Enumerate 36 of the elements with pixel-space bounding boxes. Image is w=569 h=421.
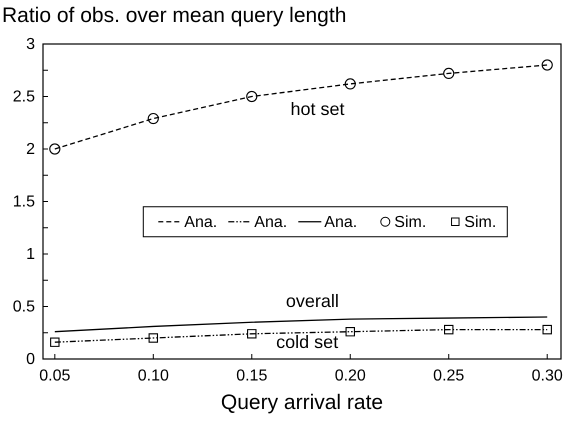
point — [148, 333, 158, 343]
point — [50, 337, 60, 347]
point — [443, 68, 454, 79]
legend-label: Ana. — [324, 214, 358, 231]
y-tick-label: 1.5 — [12, 194, 36, 211]
legend-label: Sim. — [464, 214, 496, 231]
point — [246, 90, 258, 102]
y-tick-label: 2.5 — [12, 88, 36, 106]
annotation: hot set — [290, 98, 345, 119]
y-axis-title: Ratio of obs. over mean query length — [2, 4, 346, 27]
y-tick-label: 3 — [26, 36, 36, 54]
x-tick-label: 0.20 — [334, 367, 366, 384]
point — [148, 112, 159, 124]
point — [346, 326, 355, 336]
line-series — [54, 316, 548, 332]
point — [49, 143, 60, 155]
legend-label: Ana. — [184, 214, 218, 231]
point — [542, 324, 552, 334]
legend-label: Ana. — [254, 214, 288, 231]
annotation: cold set — [276, 332, 338, 352]
y-tick-label: 0 — [26, 351, 36, 368]
x-tick-label: 0.15 — [236, 367, 268, 384]
y-tick-label: 1 — [26, 246, 36, 264]
point — [344, 78, 356, 90]
legend-label: Sim. — [394, 214, 426, 231]
x-axis-title: Query arrival rate — [220, 391, 384, 414]
annotation: overall — [286, 291, 339, 312]
point — [444, 324, 454, 334]
y-tick-label: 0.5 — [12, 298, 36, 316]
point — [247, 329, 257, 339]
x-tick-label: 0.30 — [532, 367, 563, 384]
point — [542, 59, 553, 71]
x-tick-label: 0.05 — [39, 367, 70, 384]
x-tick-label: 0.10 — [138, 367, 169, 384]
x-tick-label: 0.25 — [433, 367, 464, 384]
y-tick-label: 2 — [26, 141, 36, 158]
